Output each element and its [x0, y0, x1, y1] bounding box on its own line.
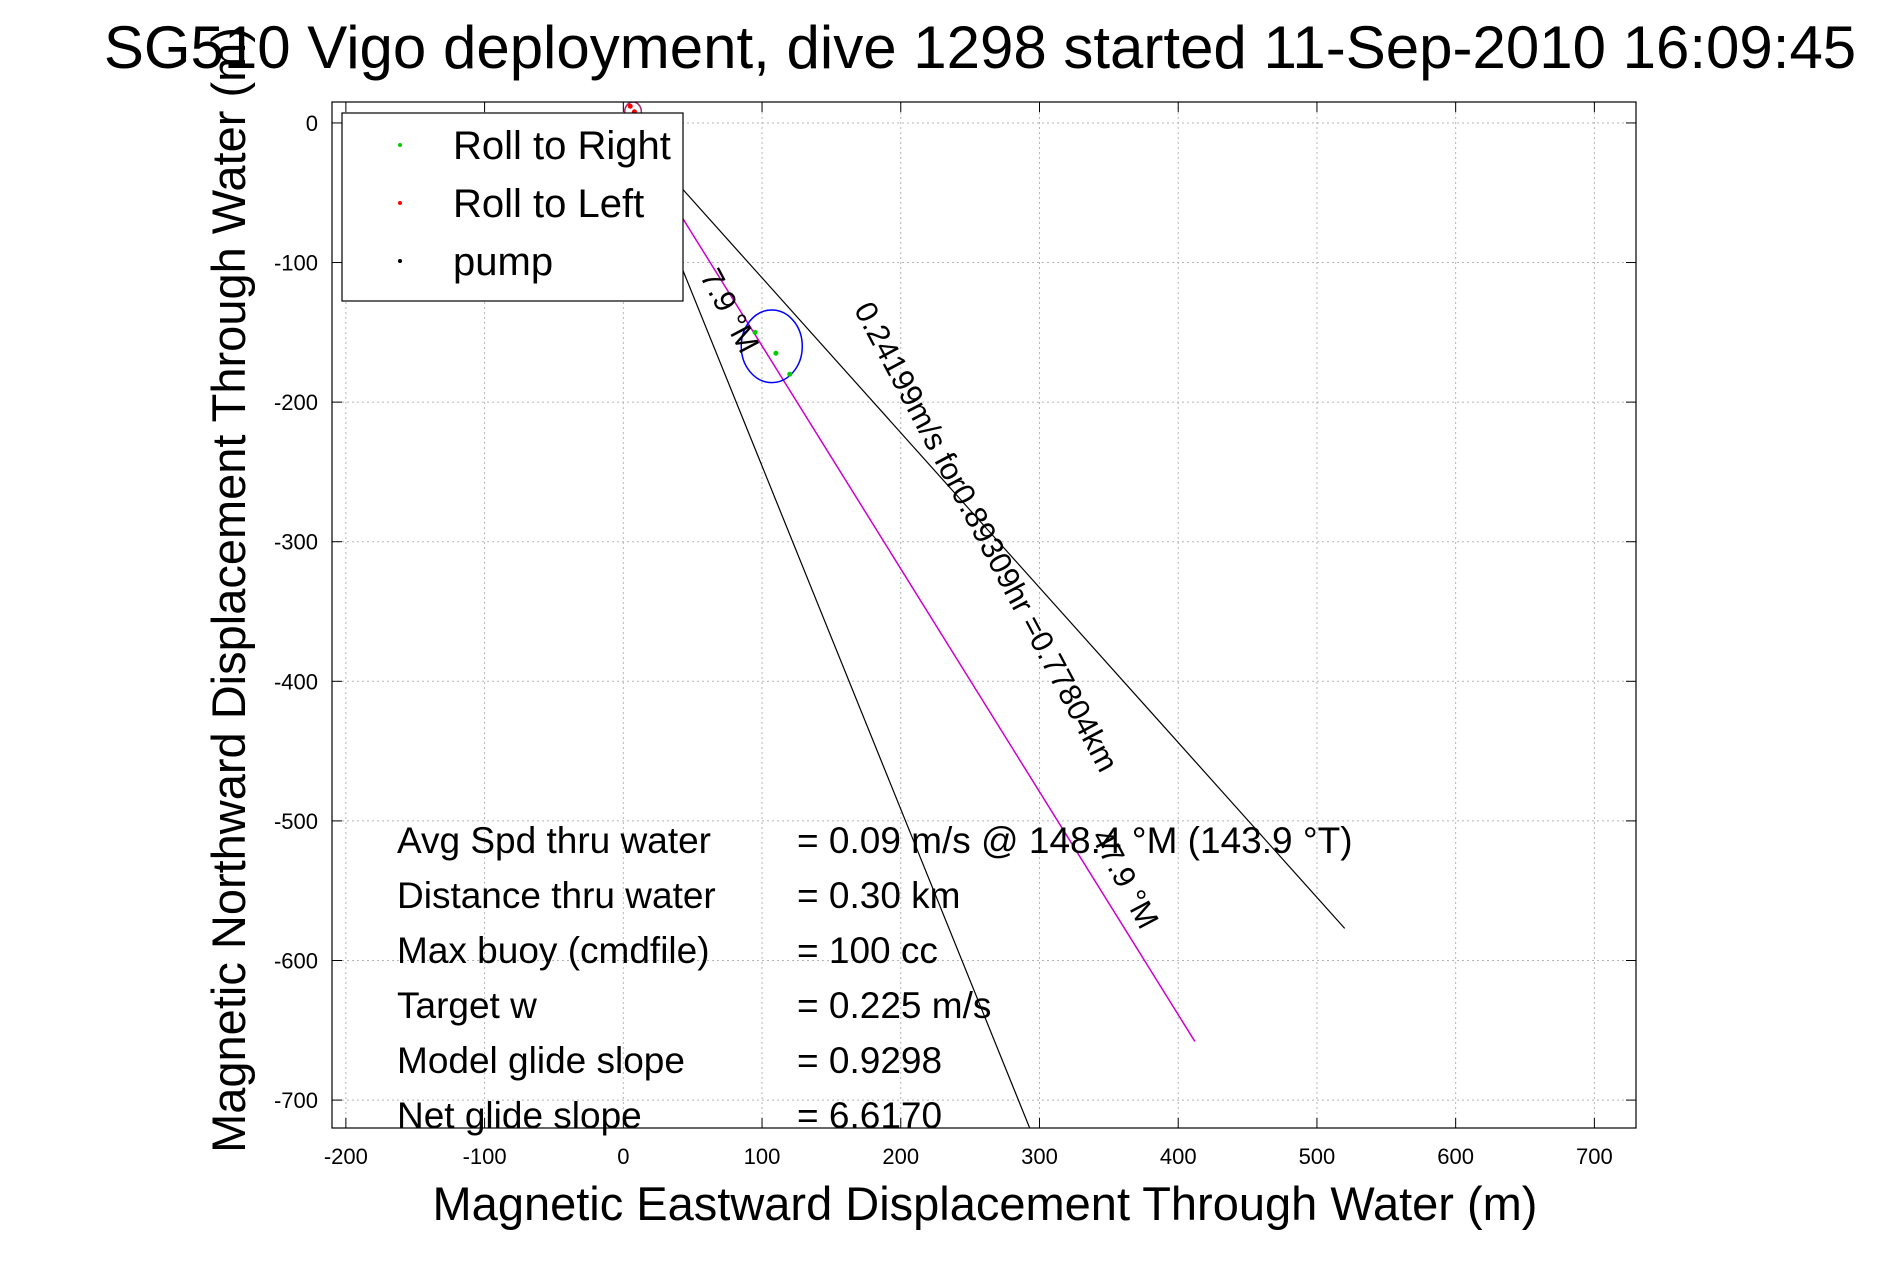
axes-layer: -200 -100 0 100 200 300 400 500 600 700 0 -100 -200 -…: [274, 101, 1637, 1169]
stat-value: = 0.09 m/s @ 148.4 °M (143.9 °T): [797, 820, 1353, 861]
stat-value: = 0.225 m/s: [797, 985, 991, 1026]
heading-envelope-line: [622, 122, 1031, 1128]
y-tick-label: -400: [274, 669, 318, 694]
stat-value: = 0.9298: [797, 1040, 942, 1081]
x-axis-label: Magnetic Eastward Displacement Through W…: [433, 1177, 1538, 1230]
y-tick-label: -200: [274, 390, 318, 415]
legend-marker: [398, 201, 402, 205]
stat-label: Distance thru water: [397, 875, 716, 916]
stat-label: Net glide slope: [397, 1095, 642, 1136]
heading-envelope-line: [622, 122, 1346, 929]
x-tick-label: 200: [882, 1144, 919, 1169]
legend-marker: [398, 259, 402, 263]
stat-value: = 0.30 km: [797, 875, 961, 916]
y-tick-label: -300: [274, 530, 318, 555]
ellipse-marker: [740, 309, 804, 384]
y-tick-label: -600: [274, 948, 318, 973]
y-axis-label: Magnetic Northward Displacement Through …: [202, 27, 255, 1153]
plot-frame: [331, 101, 1637, 1129]
chart-title: SG510 Vigo deployment, dive 1298 started…: [104, 14, 1856, 81]
series-point: [627, 103, 633, 109]
stat-label: Target w: [397, 985, 537, 1026]
x-tick-label: 400: [1160, 1144, 1197, 1169]
x-tick-label: -200: [324, 1144, 368, 1169]
stat-label: Model glide slope: [397, 1040, 685, 1081]
y-tick-label: -100: [274, 251, 318, 276]
legend-label: pump: [453, 240, 553, 284]
legend: Roll to Right Roll to Left pump: [341, 112, 684, 302]
stat-value: = 100 cc: [797, 930, 938, 971]
series-point: [773, 350, 779, 356]
x-tick-label: 700: [1576, 1144, 1613, 1169]
x-tick-label: -100: [463, 1144, 507, 1169]
y-tick-label: -700: [274, 1088, 318, 1113]
x-tick-label: 500: [1299, 1144, 1336, 1169]
legend-label: Roll to Left: [453, 182, 644, 226]
track-line: [622, 122, 1196, 1042]
stat-label: Max buoy (cmdfile): [397, 930, 710, 971]
track-annotation: 7.9 °M: [693, 263, 766, 359]
series-point: [787, 371, 793, 377]
series-point: [752, 329, 758, 335]
y-tick-label: 0: [306, 111, 318, 136]
legend-label: Roll to Right: [453, 124, 671, 168]
stats-box: Avg Spd thru water = 0.09 m/s @ 148.4 °M …: [397, 820, 1353, 1136]
x-tick-label: 100: [744, 1144, 781, 1169]
legend-marker: [398, 143, 402, 147]
x-tick-label: 0: [617, 1144, 629, 1169]
y-tick-label: -500: [274, 809, 318, 834]
stat-value: = 6.6170: [797, 1095, 942, 1136]
stat-label: Avg Spd thru water: [397, 820, 711, 861]
grid-layer: [332, 102, 1636, 1128]
x-tick-label: 600: [1437, 1144, 1474, 1169]
x-tick-label: 300: [1021, 1144, 1058, 1169]
